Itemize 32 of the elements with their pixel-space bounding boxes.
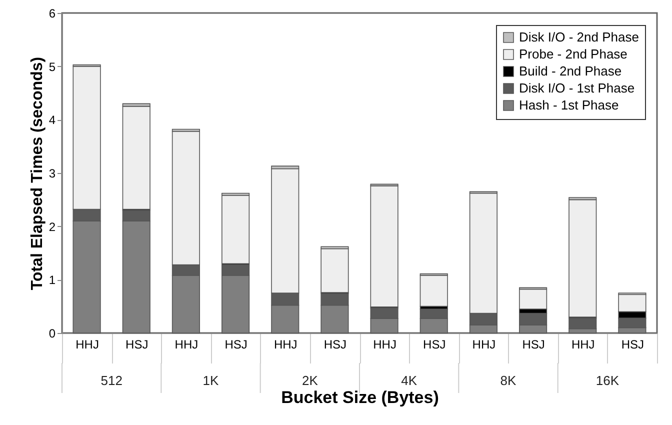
- y-tick-label: 2: [48, 220, 56, 234]
- x-tick-label: HSJ: [621, 338, 644, 352]
- text: 1K: [202, 373, 220, 388]
- y-axis-title: Total Elapsed Times (seconds): [28, 56, 46, 290]
- y-tick-label: 3: [48, 166, 56, 180]
- legend-label: Disk I/O - 1st Phase: [519, 80, 635, 96]
- text: 4K: [401, 373, 418, 388]
- x-axis-title: Bucket Size (Bytes): [281, 388, 439, 407]
- x-tick-label: HSJ: [324, 338, 347, 352]
- x-tick-label: HHJ: [174, 338, 198, 352]
- legend-label: Hash - 1st Phase: [519, 98, 619, 112]
- x-tick-label: HHJ: [76, 338, 99, 352]
- text: 8K: [500, 373, 517, 388]
- x-tick-label: HHJ: [472, 338, 496, 352]
- x-tick-label: HSJ: [522, 338, 545, 352]
- x-tick-label: HHJ: [274, 338, 298, 352]
- text: 2K: [302, 373, 318, 388]
- x-tick-label: HHJ: [373, 338, 396, 352]
- legend-label: Disk I/O - 2nd Phase: [519, 30, 639, 44]
- y-tick-label: 6: [48, 6, 56, 20]
- y-tick-label: 5: [48, 60, 56, 74]
- y-tick-label: 1: [48, 273, 56, 288]
- x-tick-label: HSJ: [423, 338, 446, 352]
- legend-label: Probe - 2nd Phase: [519, 46, 628, 62]
- text: 16K: [596, 373, 620, 388]
- y-tick-label: 4: [48, 113, 56, 128]
- legend-label: Build - 2nd Phase: [519, 64, 622, 78]
- x-tick-label: HSJ: [126, 338, 148, 352]
- x-tick-label: HHJ: [571, 338, 595, 352]
- x-tick-label: HSJ: [224, 338, 248, 352]
- text: 512: [100, 373, 122, 388]
- y-tick-label: 0: [48, 326, 56, 340]
